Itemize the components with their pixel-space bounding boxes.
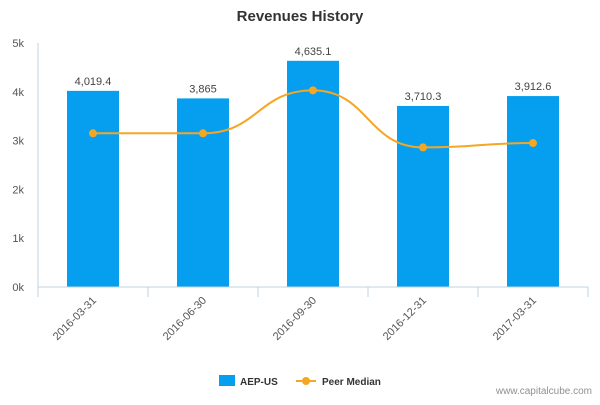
bar[interactable] xyxy=(287,60,339,287)
peer-median-point[interactable] xyxy=(529,139,537,148)
x-tick-label: 2016-06-30 xyxy=(161,295,209,343)
y-tick-label: 0k xyxy=(12,282,24,294)
peer-median-point[interactable] xyxy=(419,143,427,152)
legend-label-bar[interactable]: AEP-US xyxy=(240,377,278,388)
x-tick-label: 2017-03-31 xyxy=(491,295,539,343)
y-tick-label: 2k xyxy=(12,184,24,196)
legend-swatch-marker xyxy=(302,377,310,385)
bar[interactable] xyxy=(397,105,449,287)
legend-swatch-bar xyxy=(219,375,235,386)
y-tick-label: 3k xyxy=(12,136,24,148)
peer-median-point[interactable] xyxy=(199,129,207,138)
peer-median-point[interactable] xyxy=(309,86,317,95)
bar[interactable] xyxy=(177,98,229,287)
bar-value-label: 4,635.1 xyxy=(295,46,332,58)
bar-value-label: 3,710.3 xyxy=(405,91,442,103)
legend-label-line[interactable]: Peer Median xyxy=(322,377,381,388)
y-tick-label: 4k xyxy=(12,87,24,99)
bar[interactable] xyxy=(67,90,119,288)
peer-median-point[interactable] xyxy=(89,129,97,138)
chart-title: Revenues History xyxy=(237,8,364,25)
watermark: www.capitalcube.com xyxy=(495,386,592,397)
x-tick-label: 2016-09-30 xyxy=(271,295,319,343)
bar[interactable] xyxy=(507,96,559,287)
bar-value-label: 3,865 xyxy=(189,83,217,95)
plot-area: 0k 1k 2k 3k 4k 5k 4,019.4 3,865 4,635.1 3,710.3 3,… xyxy=(12,38,589,343)
y-tick-label: 1k xyxy=(12,233,24,245)
bar-value-label: 4,019.4 xyxy=(75,76,112,88)
bar-value-label: 3,912.6 xyxy=(515,81,552,93)
y-tick-label: 5k xyxy=(12,38,24,50)
legend: AEP-US Peer Median xyxy=(219,375,381,388)
x-tick-label: 2016-03-31 xyxy=(51,295,99,343)
x-tick-label: 2016-12-31 xyxy=(381,295,429,343)
